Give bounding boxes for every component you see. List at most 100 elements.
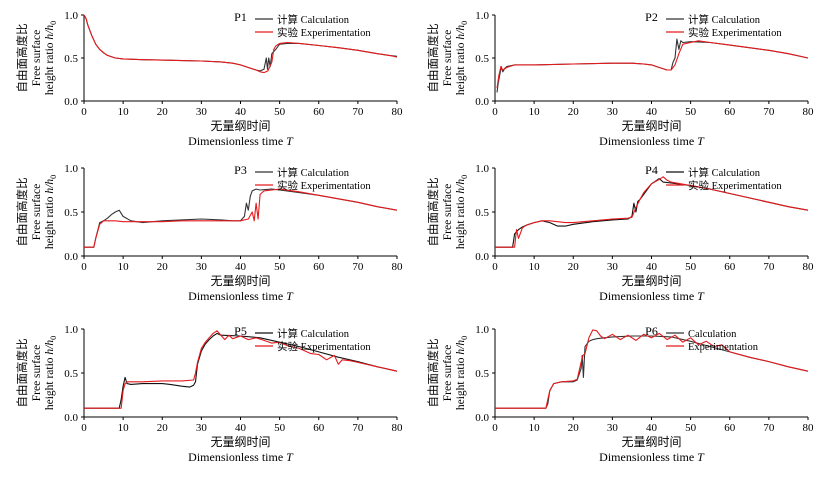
legend: Calculation Experimentation xyxy=(666,329,759,353)
y-axis-label-text: height ratio xyxy=(455,357,467,410)
y-tick-label: 1.0 xyxy=(475,10,489,22)
x-tick-label: 60 xyxy=(313,422,325,434)
x-tick-label: 80 xyxy=(803,422,815,434)
x-tick-label: 20 xyxy=(568,261,580,273)
legend-label: Experimentation xyxy=(688,342,759,353)
x-tick-label: 70 xyxy=(352,422,364,434)
y-axis-label-en-1: Free surface xyxy=(31,30,43,87)
y-axis-label-en-1: Free surface xyxy=(31,184,43,241)
x-tick-label: 10 xyxy=(118,261,130,273)
x-tick-label: 60 xyxy=(724,261,736,273)
y-axis-label-en-2: height ratio h/h0 xyxy=(44,336,58,410)
y-axis-label-cn: 自由面高度比 xyxy=(426,24,440,93)
x-tick-label: 20 xyxy=(568,422,580,434)
panel-title: P4 xyxy=(645,163,658,177)
x-tick-label: 40 xyxy=(235,261,247,273)
x-tick-label: 60 xyxy=(724,106,736,118)
y-tick-label: 1.0 xyxy=(475,324,489,336)
x-axis-label-cn: 无量纲时间 xyxy=(621,119,681,133)
x-tick-label: 30 xyxy=(196,422,208,434)
legend-label: Calculation xyxy=(688,329,737,340)
x-tick-label: 50 xyxy=(274,422,286,434)
x-tick-label: 30 xyxy=(607,261,619,273)
y-axis-label-symbol: h/h xyxy=(44,179,56,194)
x-tick-label: 80 xyxy=(803,261,815,273)
series-line-experimentation xyxy=(83,14,398,74)
y-tick-label: 0.5 xyxy=(64,53,78,65)
x-tick-label: 50 xyxy=(685,106,697,118)
x-tick-label: 40 xyxy=(235,422,247,434)
series-line-experimentation xyxy=(84,188,398,248)
y-tick-label: 0.0 xyxy=(475,251,489,263)
x-tick-label: 40 xyxy=(646,106,658,118)
x-tick-label: 20 xyxy=(157,422,169,434)
x-tick-label: 80 xyxy=(392,106,404,118)
chart-panel-6: 0 10 20 30 40 50 60 70 80 0.0 0.5 1.0 P6 Calculation E… xyxy=(426,324,814,464)
x-axis-label-symbol: T xyxy=(697,289,705,303)
legend-label: 计算 Calculation xyxy=(277,327,350,340)
x-tick-label: 40 xyxy=(646,261,658,273)
x-tick-label: 80 xyxy=(392,422,404,434)
panel-title: P1 xyxy=(234,10,247,24)
legend-label: 实验 Experimentation xyxy=(688,26,782,39)
x-axis-label-symbol: T xyxy=(286,450,294,464)
y-axis-label-en-2: height ratio h/h0 xyxy=(455,175,469,249)
x-tick-label: 30 xyxy=(607,422,619,434)
y-tick-label: 0.0 xyxy=(64,412,78,424)
y-axis-label: 自由面高度比 Free surface height ratio h/h0 xyxy=(426,175,469,249)
y-axis-label-text: height ratio xyxy=(44,357,56,410)
x-tick-label: 40 xyxy=(235,106,247,118)
y-tick-label: 0.5 xyxy=(475,368,489,380)
y-axis-label-en-1: Free surface xyxy=(442,345,454,402)
y-axis-label-en-2: height ratio h/h0 xyxy=(44,21,58,95)
x-tick-label: 60 xyxy=(313,106,325,118)
y-tick-label: 1.0 xyxy=(64,324,78,336)
y-tick-label: 1.0 xyxy=(64,163,78,175)
y-axis-label-subscript: 0 xyxy=(49,175,58,179)
x-tick-label: 0 xyxy=(492,261,498,273)
y-axis-label: 自由面高度比 Free surface height ratio h/h0 xyxy=(15,336,58,410)
y-axis-label-subscript: 0 xyxy=(49,21,58,25)
y-tick-label: 1.0 xyxy=(475,163,489,175)
panel-title: P3 xyxy=(234,163,247,177)
y-axis-label-text: height ratio xyxy=(44,196,56,249)
y-axis-label-cn: 自由面高度比 xyxy=(15,24,29,93)
x-axis-label-symbol: T xyxy=(286,289,294,303)
y-axis-label-en-2: height ratio h/h0 xyxy=(44,175,58,249)
x-tick-label: 0 xyxy=(81,106,87,118)
series-line-calculation xyxy=(84,188,398,248)
y-axis-label-en-1: Free surface xyxy=(442,184,454,241)
x-tick-label: 60 xyxy=(724,422,736,434)
chart-panel-4: 0 10 20 30 40 50 60 70 80 0.0 0.5 1.0 P4 计算 Calculati… xyxy=(426,163,814,303)
chart-panel-5: 0 10 20 30 40 50 60 70 80 0.0 0.5 1.0 P5 计算 Calculati… xyxy=(15,324,403,464)
x-tick-label: 20 xyxy=(157,106,169,118)
x-tick-label: 10 xyxy=(118,422,130,434)
x-tick-label: 70 xyxy=(763,422,775,434)
x-tick-label: 40 xyxy=(646,422,658,434)
x-axis-label-text: Dimensionless time xyxy=(188,134,283,148)
x-axis-label-text: Dimensionless time xyxy=(599,134,694,148)
x-tick-label: 10 xyxy=(118,106,130,118)
y-tick-label: 0.5 xyxy=(475,53,489,65)
x-tick-label: 70 xyxy=(763,261,775,273)
x-tick-label: 50 xyxy=(685,261,697,273)
x-tick-label: 0 xyxy=(492,422,498,434)
x-tick-label: 80 xyxy=(803,106,815,118)
x-tick-label: 10 xyxy=(529,106,541,118)
panel-title: P2 xyxy=(645,10,658,24)
chart-panel-2: 0 10 20 30 40 50 60 70 80 0.0 0.5 1.0 P2 计算 Calculati… xyxy=(426,10,814,148)
y-axis-label: 自由面高度比 Free surface height ratio h/h0 xyxy=(426,336,469,410)
x-tick-label: 0 xyxy=(81,422,87,434)
legend-label: 计算 Calculation xyxy=(688,13,761,26)
x-tick-label: 0 xyxy=(492,106,498,118)
y-tick-label: 0.0 xyxy=(64,96,78,108)
x-tick-label: 30 xyxy=(607,106,619,118)
y-axis-label-en-1: Free surface xyxy=(31,345,43,402)
chart-panel-1: 0 10 20 30 40 50 60 70 80 0.0 0.5 1.0 P1 计算 Calculati… xyxy=(15,10,403,148)
y-axis-label-text: height ratio xyxy=(455,196,467,249)
y-axis-label: 自由面高度比 Free surface height ratio h/h0 xyxy=(426,21,469,95)
